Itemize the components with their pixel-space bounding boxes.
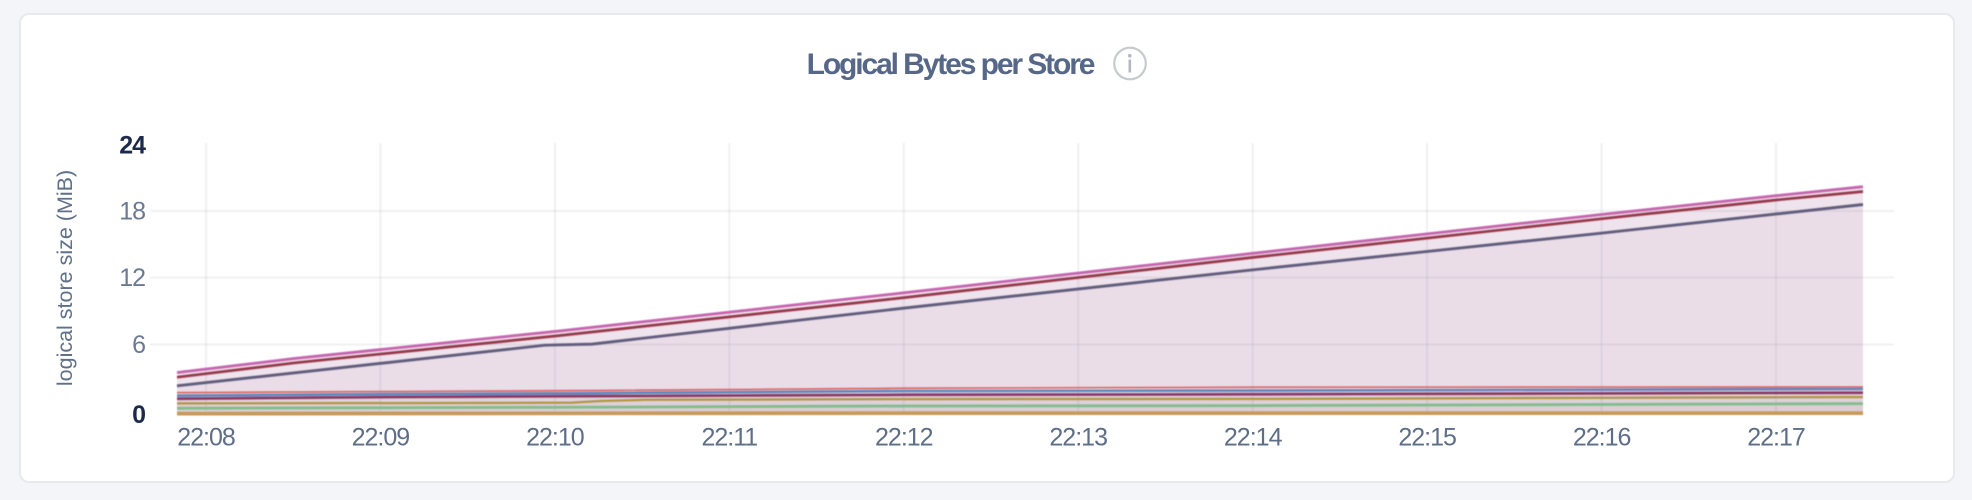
svg-text:24: 24 [119, 132, 146, 160]
svg-text:22:09: 22:09 [352, 424, 410, 452]
svg-text:Logical Bytes per Store: Logical Bytes per Store [807, 48, 1095, 81]
svg-text:22:13: 22:13 [1049, 424, 1107, 452]
svg-text:6: 6 [132, 331, 145, 359]
svg-text:12: 12 [119, 264, 145, 292]
svg-text:18: 18 [119, 198, 145, 226]
svg-text:0: 0 [132, 401, 145, 429]
svg-text:22:16: 22:16 [1573, 424, 1631, 452]
svg-text:logical store size (MiB): logical store size (MiB) [53, 170, 77, 386]
svg-text:22:11: 22:11 [701, 424, 757, 452]
svg-text:22:12: 22:12 [875, 424, 933, 452]
svg-text:22:17: 22:17 [1747, 424, 1805, 452]
svg-text:22:10: 22:10 [526, 424, 584, 452]
svg-text:22:08: 22:08 [177, 424, 235, 452]
svg-text:22:15: 22:15 [1398, 424, 1456, 452]
svg-text:22:14: 22:14 [1224, 424, 1283, 452]
